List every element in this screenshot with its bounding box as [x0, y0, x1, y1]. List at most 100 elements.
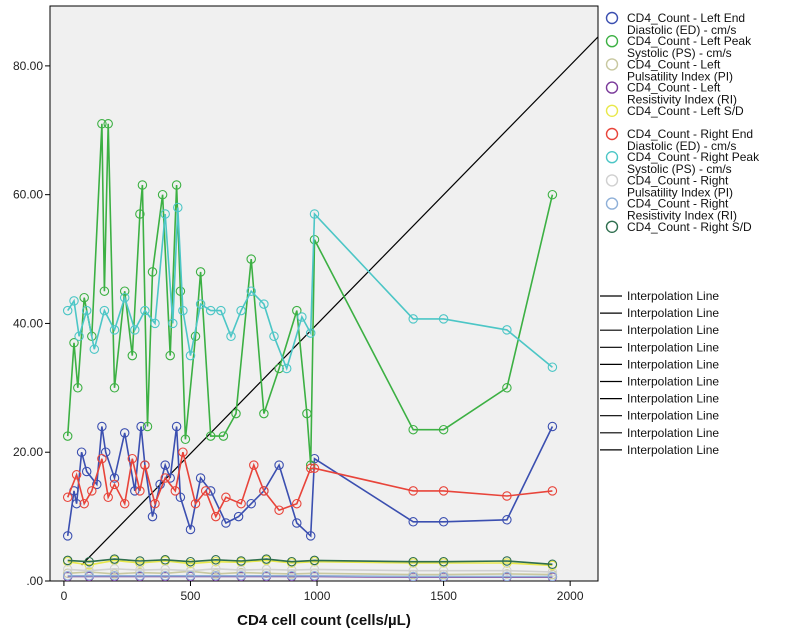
series-7-line: [67, 207, 553, 371]
data-point: [309, 571, 320, 581]
data-point: [269, 331, 279, 342]
x-tick-label: 1000: [304, 589, 331, 603]
data-point: [165, 350, 175, 361]
data-point: [211, 511, 221, 522]
legend-interpolation-item: Interpolation Line: [600, 357, 719, 371]
data-point: [221, 492, 231, 503]
data-point: [502, 515, 512, 525]
data-point: [236, 556, 246, 566]
data-point: [438, 571, 449, 581]
plot-layer: [62, 36, 598, 581]
series-7: [62, 202, 558, 374]
data-point: [211, 564, 221, 574]
legend-marker: [605, 35, 619, 48]
legend-marker: [605, 174, 619, 187]
data-point: [173, 202, 183, 213]
data-point: [160, 571, 170, 581]
data-point: [259, 408, 269, 419]
data-point: [185, 556, 196, 567]
data-point: [216, 305, 226, 316]
data-point: [233, 511, 244, 522]
data-point: [502, 556, 512, 566]
y-tick-label: .00: [26, 574, 43, 588]
data-point: [211, 571, 221, 581]
data-point: [150, 318, 160, 329]
data-point: [236, 565, 246, 575]
data-point: [286, 571, 297, 581]
data-point: [309, 209, 320, 219]
data-point: [135, 556, 145, 566]
data-point: [147, 511, 158, 522]
data-point: [246, 286, 256, 296]
data-point: [99, 286, 110, 296]
data-point: [119, 292, 130, 303]
data-point: [160, 473, 170, 483]
data-point: [547, 486, 558, 496]
data-point: [175, 492, 186, 503]
x-axis-title: CD4 cell count (cells/µL): [237, 612, 411, 629]
data-point: [109, 383, 120, 393]
data-point: [408, 517, 418, 527]
legend-interpolation-label: Interpolation Line: [627, 289, 719, 303]
data-point: [185, 565, 196, 576]
legend-interpolation-label: Interpolation Line: [627, 340, 719, 354]
axes-layer: .00 20.00 40.00 60.00 80.00 0 500 1000 1500 2000: [13, 59, 584, 603]
legend-interpolation-label: Interpolation Line: [627, 357, 719, 371]
data-point: [281, 363, 292, 374]
data-point: [69, 338, 79, 348]
data-point: [62, 571, 73, 581]
data-point: [97, 421, 107, 432]
data-point: [62, 431, 73, 441]
data-point: [135, 209, 145, 219]
data-point: [84, 565, 94, 576]
data-point: [236, 305, 246, 316]
data-point: [259, 299, 269, 309]
data-point: [180, 434, 191, 445]
legend-label: CD4_Count - Left S/D: [627, 104, 744, 118]
legend-label: CD4_Count - Left End Diastolic (ED) - cm/…: [627, 11, 745, 37]
data-point: [502, 383, 512, 393]
legend-item: CD4_Count - Right S/D: [605, 220, 752, 234]
legend-item: CD4_Count - Left Pulsatility Index (PI): [605, 57, 733, 83]
data-point: [79, 498, 89, 509]
data-point: [142, 421, 153, 432]
data-point: [261, 554, 272, 564]
data-point: [236, 571, 246, 581]
data-point: [249, 460, 259, 470]
legend-marker: [605, 197, 619, 210]
data-point: [109, 479, 120, 490]
y-tick-label: 40.00: [13, 316, 43, 330]
data-point: [185, 524, 196, 535]
legend-marker: [605, 58, 619, 71]
data-point: [130, 486, 140, 496]
legend-interpolation-label: Interpolation Line: [627, 306, 719, 320]
legend: CD4_Count - Left End Diastolic (ED) - cm/…: [600, 11, 760, 457]
data-point: [305, 463, 316, 474]
legend-marker: [605, 150, 619, 164]
data-point: [408, 486, 418, 496]
data-point: [438, 424, 449, 435]
data-point: [130, 325, 140, 335]
data-point: [408, 571, 418, 581]
data-point: [226, 331, 236, 342]
data-point: [171, 180, 182, 190]
data-point: [69, 296, 79, 306]
data-point: [261, 564, 272, 575]
data-point: [109, 473, 120, 483]
legend-marker: [605, 127, 619, 141]
data-point: [236, 498, 246, 509]
data-point: [79, 292, 89, 303]
y-tick-label: 20.00: [13, 445, 43, 459]
series-5-line: [67, 559, 553, 567]
data-point: [150, 498, 160, 509]
data-point: [62, 564, 73, 575]
data-point: [109, 564, 120, 574]
data-point: [99, 305, 110, 316]
legend-marker: [605, 220, 619, 234]
data-point: [71, 498, 82, 509]
legend-label: CD4_Count - Right Resistivity Index (RI): [627, 197, 737, 223]
data-point: [195, 299, 206, 309]
legend-interpolation-label: Interpolation Line: [627, 323, 719, 337]
data-point: [62, 305, 73, 316]
legend-label: CD4_Count - Right Pulsatility Index (PI): [627, 173, 733, 199]
